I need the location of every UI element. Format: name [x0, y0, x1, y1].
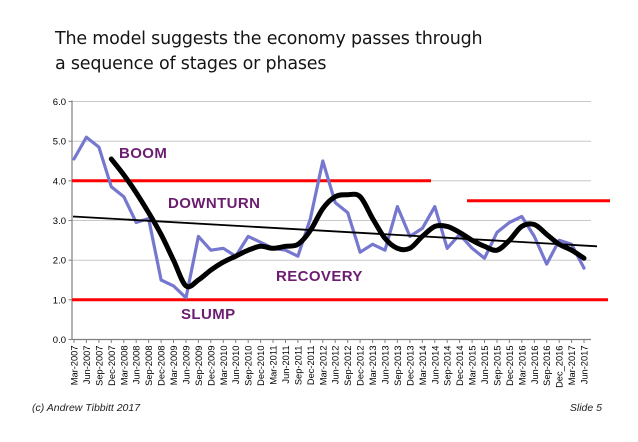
x-tick-label: Sep-2014 [443, 346, 453, 386]
x-tick-label: Jun-2009 [182, 346, 192, 385]
x-tick-label: Jun-2010 [231, 346, 241, 385]
x-tick-label: Dec-2013 [405, 346, 415, 386]
x-tick-label: Mar-2015 [468, 345, 478, 385]
x-tick-label: Dec_2016 [555, 346, 565, 388]
y-tick-label: 0.0 [53, 335, 66, 346]
y-tick-label: 1.0 [53, 295, 66, 306]
x-tick-label: Sep-2015 [493, 346, 503, 386]
x-tick-label: Sep-2011 [293, 346, 303, 386]
x-tick-label: Mar-2017 [567, 346, 577, 386]
x-tick-label: Jun-2015 [480, 346, 490, 385]
linear-trend-line [72, 215, 598, 248]
x-tick-label: Mar-2014 [418, 346, 428, 386]
x-tick-label: Jun-2013 [381, 346, 391, 385]
x-tick-label: Dec-2011 [306, 346, 316, 386]
y-tick-label: 5.0 [53, 137, 66, 148]
x-tick-label: Sep-2016 [542, 346, 552, 386]
x-tick-label: Jun-2008 [132, 346, 142, 385]
quarterly-indicator-line [72, 135, 586, 300]
x-tick-label: Dec-2014 [455, 346, 465, 386]
x-tick-label: Sep-2012 [343, 346, 353, 386]
x-tick-label: Jun-2014 [430, 346, 440, 385]
x-tick-label: Sep-2008 [144, 346, 154, 386]
x-tick-label: Jun-2012 [331, 346, 341, 385]
x-tick-label: Mar-2013 [368, 346, 378, 386]
x-tick-label: Jun-2011 [281, 346, 291, 384]
slide-title: The model suggests the economy passes th… [55, 27, 535, 76]
x-tick-label: Mar-2011 [269, 346, 279, 385]
phase-label-downturn: DOWNTURN [168, 195, 260, 212]
x-tick-label: Jun-2016 [530, 346, 540, 385]
phase-label-slump: SLUMP [181, 306, 236, 323]
slide-number: Slide 5 [569, 402, 602, 414]
x-tick-label: Mar-2010 [219, 346, 229, 386]
y-tick-label: 4.0 [53, 176, 66, 187]
x-tick-label: Dec-2010 [256, 346, 266, 386]
x-tick-label: Dec-2012 [356, 346, 366, 386]
y-tick-label: 2.0 [53, 256, 66, 267]
x-tick-label: Dec-2008 [157, 346, 167, 386]
x-tick-label: Mar-2016 [517, 346, 527, 386]
phase-label-recovery: RECOVERY [276, 268, 363, 285]
x-tick-label: Dec-2007 [107, 346, 117, 386]
x-tick-label: Dec-2015 [505, 346, 515, 386]
x-tick-label: Sep-2007 [94, 346, 104, 386]
slide-title-line2: a sequence of stages or phases [55, 53, 327, 74]
phase-label-boom: BOOM [119, 145, 167, 162]
x-tick-label: Mar-2007 [70, 346, 80, 386]
x-tick-label: Mar-2008 [119, 346, 129, 386]
x-tick-label: Mar-2012 [318, 346, 328, 386]
x-tick-label: Mar-2009 [169, 346, 179, 386]
smoothed-model-line [108, 156, 587, 290]
x-tick-label: Dec-2009 [206, 346, 216, 386]
x-tick-label: Sep-2013 [393, 346, 403, 386]
slide-title-line1: The model suggests the economy passes th… [55, 29, 483, 49]
copyright-note: (c) Andrew Tibbitt 2017 [32, 402, 141, 414]
x-tick-label: Jun-2007 [82, 346, 92, 385]
y-tick-label: 6.0 [53, 97, 66, 108]
x-tick-label: Sep-2010 [244, 346, 254, 386]
x-tick-label: Jun-2017 [580, 346, 590, 385]
y-tick-label: 3.0 [53, 216, 66, 227]
x-tick-label: Sep-2009 [194, 346, 204, 386]
